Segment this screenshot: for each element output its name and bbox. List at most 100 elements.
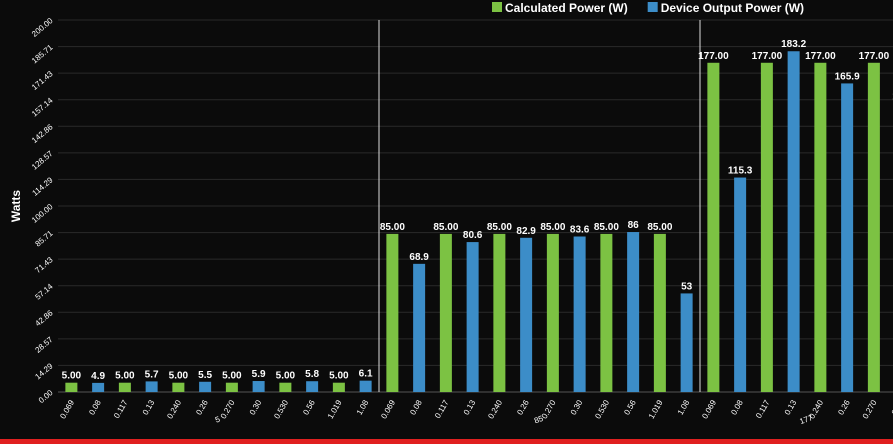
x-tick-label: 0.30: [248, 398, 264, 416]
y-tick-label: 171.43: [30, 69, 55, 92]
bar: [145, 381, 158, 392]
bar: [65, 382, 78, 392]
value-label: 5.00: [276, 371, 296, 382]
group-label: 85: [533, 414, 545, 426]
bar: [787, 51, 800, 393]
value-label: 4.9: [91, 371, 105, 382]
value-label: 5.9: [252, 369, 266, 380]
y-tick-label: 57.14: [33, 282, 55, 302]
value-label: 85.00: [487, 222, 512, 233]
value-label: 86: [628, 220, 640, 231]
x-tick-label: 1.019: [326, 398, 344, 420]
legend-label: Device Output Power (W): [661, 1, 804, 15]
x-tick-label: 0.08: [729, 398, 745, 416]
value-label: 53: [681, 281, 693, 292]
value-label: 85.00: [540, 222, 565, 233]
bar: [199, 381, 212, 392]
bar: [867, 62, 880, 392]
value-label: 5.00: [222, 371, 242, 382]
bar: [279, 382, 292, 392]
x-tick-label: 0.56: [622, 398, 638, 416]
value-label: 85.00: [380, 222, 405, 233]
bar: [118, 382, 131, 392]
bar: [413, 263, 426, 392]
x-tick-label: 0.069: [379, 398, 397, 420]
value-label: 85.00: [594, 222, 619, 233]
y-tick-label: 128.57: [30, 149, 55, 172]
y-tick-label: 100.00: [30, 202, 55, 225]
bar: [359, 380, 372, 392]
bar: [707, 62, 720, 392]
value-label: 177.00: [805, 51, 836, 62]
bar: [520, 237, 533, 392]
value-label: 5.00: [115, 371, 135, 382]
value-label: 183.2: [781, 39, 806, 50]
bar: [841, 83, 854, 393]
value-label: 5.5: [198, 370, 212, 381]
bar: [466, 242, 479, 392]
x-tick-label: 1.08: [676, 398, 692, 416]
x-tick-label: 0.069: [58, 398, 76, 420]
y-tick-label: 200.00: [30, 16, 55, 39]
value-label: 115.3: [728, 166, 753, 177]
bar: [814, 62, 827, 392]
x-tick-label: 0.117: [112, 398, 130, 420]
value-label: 5.00: [329, 371, 349, 382]
bar: [92, 382, 105, 392]
y-tick-label: 28.57: [33, 335, 55, 355]
bar: [573, 236, 586, 392]
x-tick-label: 0.26: [194, 398, 210, 416]
value-label: 5.00: [62, 371, 82, 382]
value-label: 5.8: [305, 369, 319, 380]
group-label: 5: [214, 414, 222, 424]
x-tick-label: 1.019: [647, 398, 665, 420]
x-tick-label: 0.30: [890, 398, 893, 416]
x-tick-label: 0.26: [836, 398, 852, 416]
value-label: 6.1: [359, 369, 373, 380]
legend-swatch: [647, 2, 658, 12]
y-tick-label: 85.71: [33, 228, 55, 248]
x-tick-label: 0.13: [783, 398, 799, 416]
x-tick-label: 0.117: [433, 398, 451, 420]
x-tick-label: 0.26: [515, 398, 531, 416]
y-axis-label: Watts: [9, 190, 23, 223]
value-label: 85.00: [647, 222, 672, 233]
bar: [680, 293, 693, 392]
bar: [734, 177, 747, 392]
bar: [306, 381, 319, 392]
x-tick-label: 0.270: [540, 398, 558, 420]
x-tick-label: 0.270: [219, 398, 237, 420]
x-tick-label: 0.56: [301, 398, 317, 416]
y-tick-label: 42.86: [33, 308, 55, 328]
value-label: 5.00: [169, 371, 189, 382]
bar: [332, 382, 345, 392]
x-tick-label: 1.08: [355, 398, 371, 416]
y-tick-label: 157.14: [30, 96, 55, 119]
x-tick-label: 0.30: [569, 398, 585, 416]
y-tick-label: 14.29: [33, 361, 55, 381]
x-tick-label: 0.530: [593, 398, 611, 420]
value-label: 177.00: [752, 51, 783, 62]
x-tick-label: 0.270: [861, 398, 879, 420]
x-tick-label: 0.13: [141, 398, 157, 416]
bar: [252, 381, 265, 392]
x-tick-label: 0.08: [408, 398, 424, 416]
value-label: 177.00: [859, 51, 890, 62]
bar: [627, 232, 640, 392]
x-tick-label: 0.530: [272, 398, 290, 420]
value-label: 177.00: [698, 51, 729, 62]
y-tick-label: 185.71: [30, 42, 55, 65]
legend-swatch: [492, 2, 502, 12]
y-tick-label: 142.86: [30, 122, 55, 145]
value-label: 80.6: [463, 230, 483, 241]
progress-bar: [0, 439, 893, 444]
group-label: 177: [798, 413, 814, 426]
value-label: 165.9: [835, 71, 860, 82]
bar: [439, 233, 452, 392]
y-tick-label: 114.29: [30, 175, 54, 198]
y-tick-label: 71.43: [33, 255, 55, 275]
y-tick-label: 0.00: [37, 388, 55, 405]
bar: [386, 233, 399, 392]
